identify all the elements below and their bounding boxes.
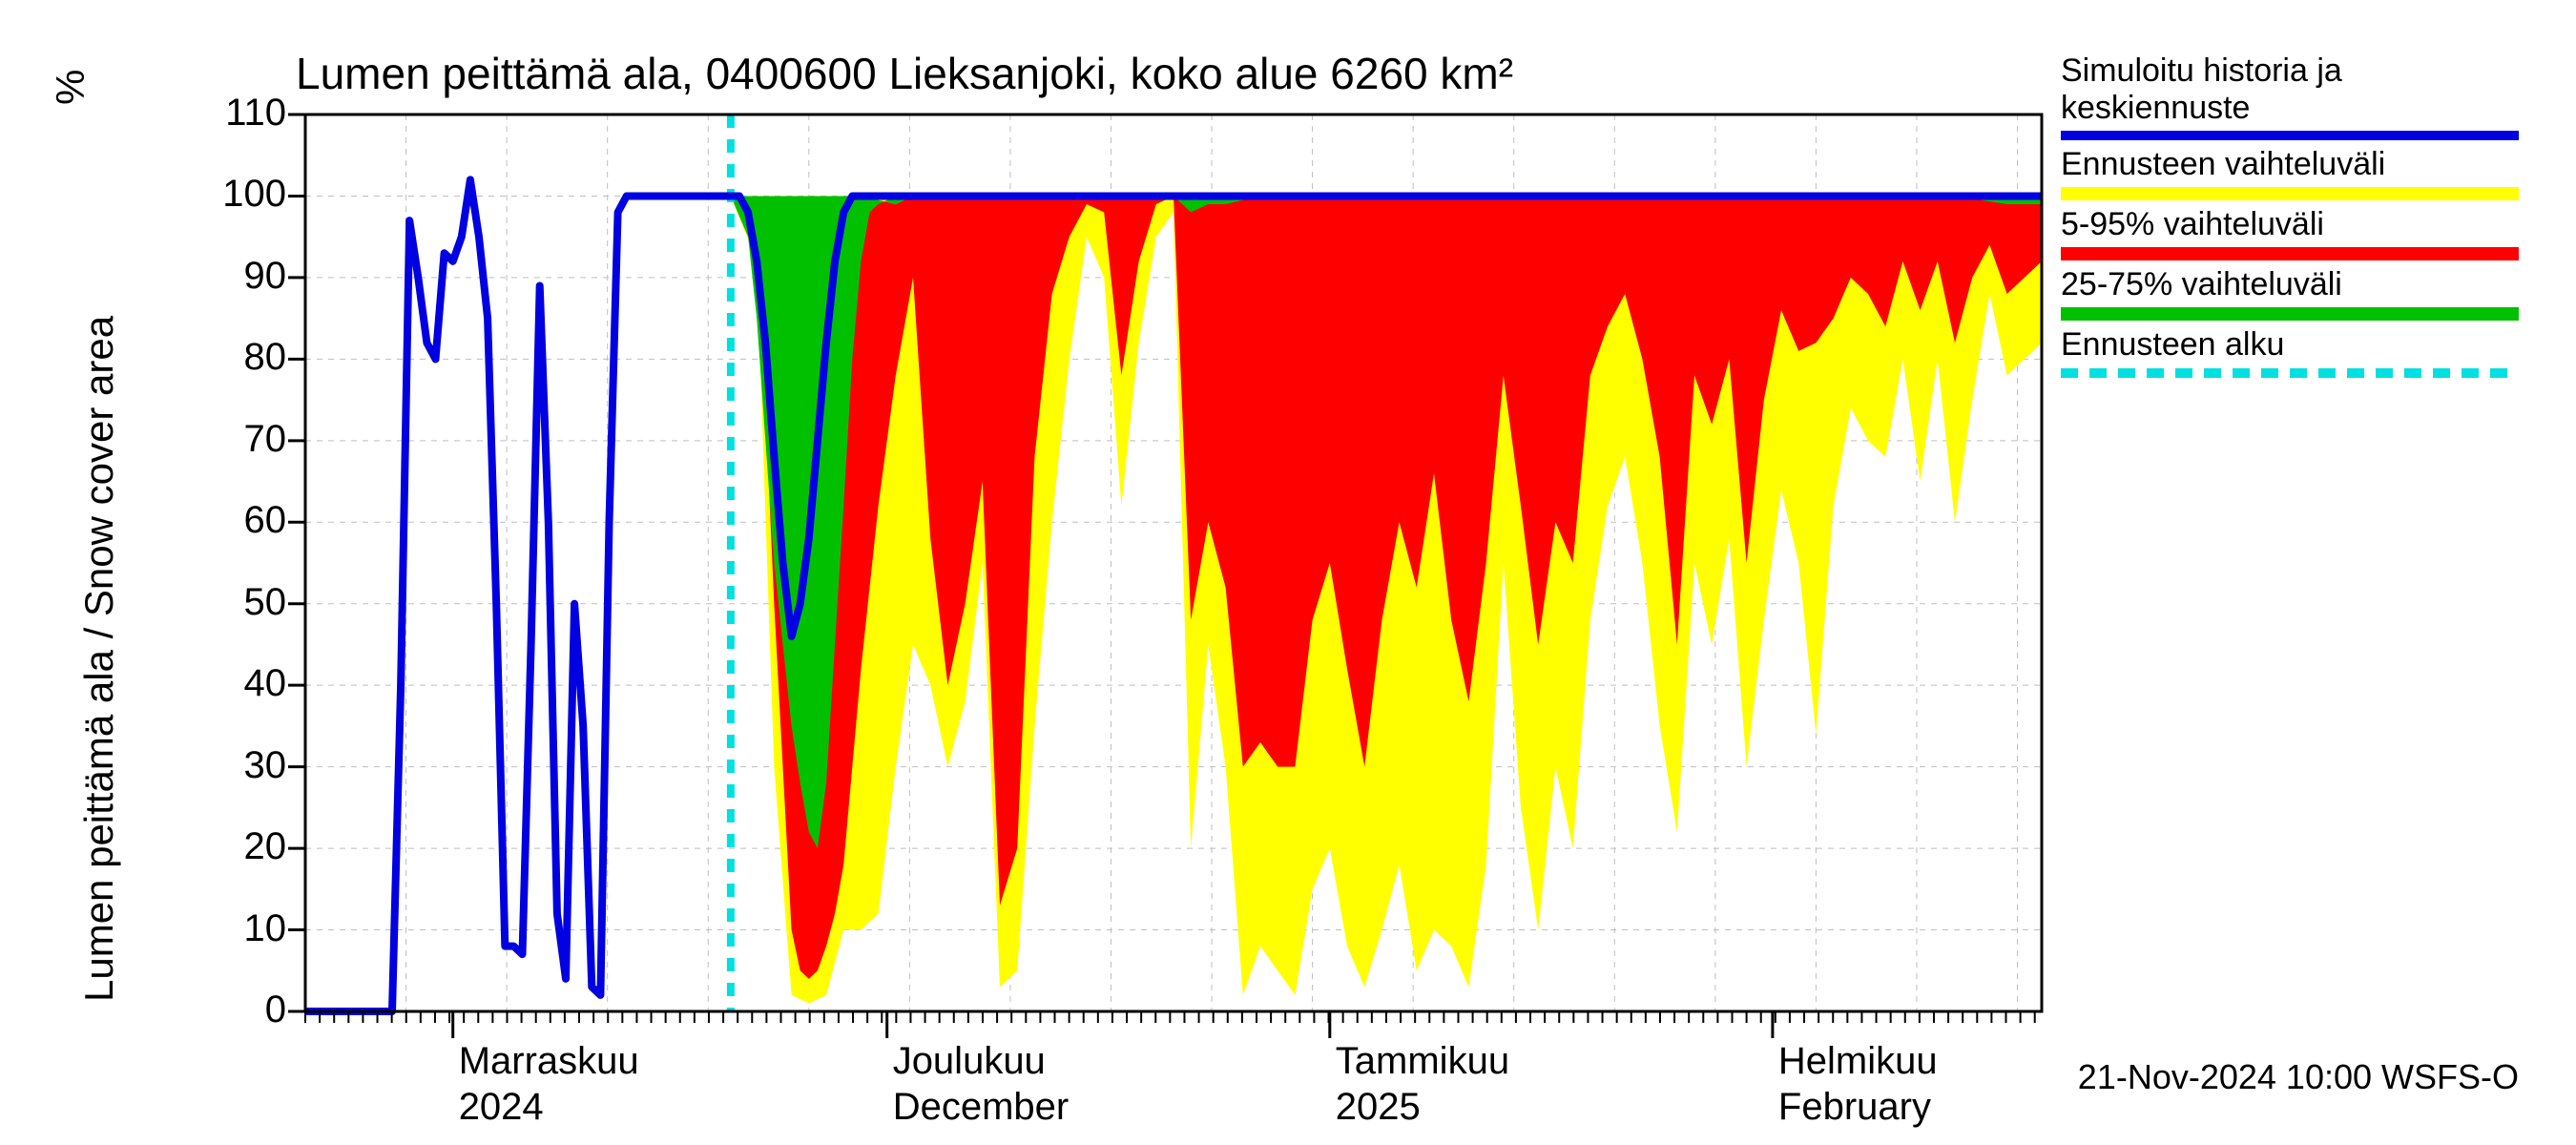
x-tick-month: Joulukuu <box>893 1040 1046 1083</box>
chart-title: Lumen peittämä ala, 0400600 Lieksanjoki,… <box>296 48 1513 99</box>
y-tick: 40 <box>172 662 286 705</box>
footer-timestamp: 21-Nov-2024 10:00 WSFS-O <box>2078 1057 2519 1097</box>
x-tick-month: Marraskuu <box>459 1040 639 1083</box>
y-tick: 20 <box>172 825 286 868</box>
legend-item: Ennusteen alku <box>2061 326 2519 377</box>
x-tick-month: Helmikuu <box>1778 1040 1938 1083</box>
x-tick-sub: 2024 <box>459 1086 544 1129</box>
y-tick: 100 <box>172 173 286 216</box>
chart-container: Lumen peittämä ala, 0400600 Lieksanjoki,… <box>0 0 2576 1145</box>
legend: Simuloitu historia ja keskiennuste Ennust… <box>2061 52 2519 384</box>
legend-label: Ennusteen vaihteluväli <box>2061 146 2519 183</box>
legend-item: Simuloitu historia ja keskiennuste <box>2061 52 2519 140</box>
legend-swatch <box>2061 247 2519 260</box>
y-axis-unit: % <box>48 70 93 105</box>
legend-item: Ennusteen vaihteluväli <box>2061 146 2519 200</box>
y-tick: 0 <box>172 989 286 1031</box>
x-tick-sub: 2025 <box>1336 1086 1421 1129</box>
y-axis-label: Lumen peittämä ala / Snow cover area <box>76 316 122 1002</box>
x-tick-month: Tammikuu <box>1336 1040 1509 1083</box>
legend-label: Simuloitu historia ja keskiennuste <box>2061 52 2519 127</box>
x-tick-sub: February <box>1778 1086 1931 1129</box>
legend-swatch <box>2061 131 2519 140</box>
legend-item: 25-75% vaihteluväli <box>2061 266 2519 321</box>
y-tick: 10 <box>172 907 286 950</box>
legend-label: 25-75% vaihteluväli <box>2061 266 2519 303</box>
y-tick: 60 <box>172 499 286 542</box>
y-tick: 110 <box>172 92 286 135</box>
y-tick: 30 <box>172 744 286 787</box>
x-tick-sub: December <box>893 1086 1070 1129</box>
y-tick: 80 <box>172 336 286 379</box>
legend-item: 5-95% vaihteluväli <box>2061 206 2519 260</box>
legend-label: Ennusteen alku <box>2061 326 2519 364</box>
legend-swatch <box>2061 187 2519 200</box>
legend-swatch <box>2061 368 2519 378</box>
y-tick: 70 <box>172 418 286 461</box>
y-tick: 90 <box>172 255 286 298</box>
y-tick: 50 <box>172 581 286 624</box>
legend-label: 5-95% vaihteluväli <box>2061 206 2519 243</box>
legend-swatch <box>2061 307 2519 321</box>
